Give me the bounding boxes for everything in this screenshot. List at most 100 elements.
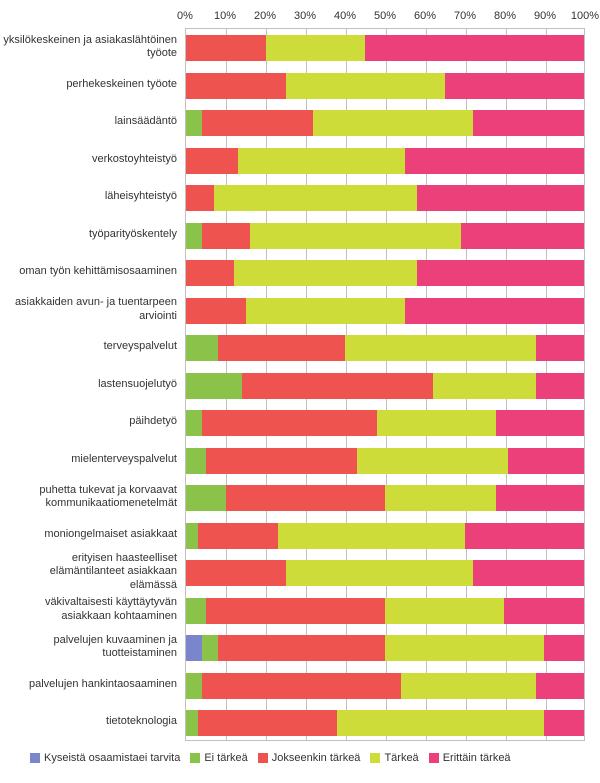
- legend-swatch: [429, 753, 439, 763]
- category-label: moniongelmaiset asiakkaat: [0, 522, 177, 548]
- category-label: päihdetyö: [0, 409, 177, 435]
- bar-segment: [186, 73, 286, 99]
- bar-segment: [206, 448, 357, 474]
- x-tick-label: 80%: [494, 10, 516, 22]
- bar-segment: [313, 110, 472, 136]
- bar-row: [186, 73, 584, 99]
- bar-segment: [445, 73, 584, 99]
- bar-segment: [461, 223, 584, 249]
- bar-segment: [433, 373, 536, 399]
- bar-row: [186, 448, 584, 474]
- bar-segment: [345, 335, 536, 361]
- bar-row: [186, 485, 584, 511]
- bar-segment: [202, 635, 218, 661]
- category-label: väkivaltaisesti käyttäytyvän asiakkaan k…: [0, 597, 177, 623]
- bar-segment: [544, 635, 584, 661]
- legend-swatch: [370, 753, 380, 763]
- bar-segment: [504, 598, 584, 624]
- bar-row: [186, 410, 584, 436]
- bar-segment: [202, 673, 401, 699]
- bar-segment: [186, 523, 198, 549]
- bar-row: [186, 148, 584, 174]
- bar-segment: [496, 485, 584, 511]
- legend-item: Erittäin tärkeä: [429, 752, 511, 764]
- bar-row: [186, 335, 584, 361]
- bar-segment: [473, 560, 584, 586]
- x-tick-label: 100%: [571, 10, 599, 22]
- bar-segment: [286, 73, 445, 99]
- bar-segment: [536, 335, 584, 361]
- legend: Kyseistä osaamistaei tarvita Ei tärkeä Jok…: [30, 752, 590, 764]
- x-tick-label: 30%: [294, 10, 316, 22]
- bar-row: [186, 598, 584, 624]
- bar-segment: [206, 598, 385, 624]
- bar-row: [186, 523, 584, 549]
- bar-segment: [186, 410, 202, 436]
- bar-row: [186, 373, 584, 399]
- bar-segment: [250, 223, 461, 249]
- bar-segment: [214, 185, 417, 211]
- category-label: palvelujen kuvaaminen ja tuotteistaminen: [0, 634, 177, 660]
- bar-row: [186, 560, 584, 586]
- bar-segment: [242, 373, 433, 399]
- bar-segment: [186, 485, 226, 511]
- bar-segment: [186, 185, 214, 211]
- bar-segment: [377, 410, 496, 436]
- bar-row: [186, 710, 584, 736]
- x-tick-label: 90%: [534, 10, 556, 22]
- category-label: tietoteknologia: [0, 709, 177, 735]
- bar-segment: [544, 710, 584, 736]
- legend-item: Tärkeä: [370, 752, 418, 764]
- legend-label: Kyseistä osaamistaei tarvita: [44, 752, 180, 764]
- bar-segment: [401, 673, 536, 699]
- category-label: oman työn kehittämisosaaminen: [0, 259, 177, 285]
- bar-row: [186, 260, 584, 286]
- x-tick-label: 70%: [454, 10, 476, 22]
- bar-segment: [186, 710, 198, 736]
- bar-segment: [202, 410, 377, 436]
- bar-segment: [536, 673, 584, 699]
- chart-container: 0%10%20%30%40%50%60%70%80%90%100% yksilö…: [0, 0, 600, 783]
- bar-segment: [417, 185, 584, 211]
- bar-segment: [202, 223, 250, 249]
- bar-segment: [385, 635, 544, 661]
- bar-segment: [186, 298, 246, 324]
- bar-segment: [357, 448, 508, 474]
- bar-segment: [186, 260, 234, 286]
- bar-segment: [186, 673, 202, 699]
- bar-segment: [385, 598, 504, 624]
- bar-row: [186, 185, 584, 211]
- legend-swatch: [258, 753, 268, 763]
- x-tick-label: 60%: [414, 10, 436, 22]
- x-tick-label: 20%: [254, 10, 276, 22]
- bar-segment: [186, 560, 286, 586]
- bar-segment: [473, 110, 584, 136]
- bar-segment: [405, 148, 584, 174]
- bar-segment: [417, 260, 584, 286]
- bar-row: [186, 35, 584, 61]
- category-label: verkostoyhteistyö: [0, 147, 177, 173]
- bar-segment: [186, 110, 202, 136]
- category-label: yksilökeskeinen ja asiakaslähtöinen työo…: [0, 34, 177, 60]
- category-label: terveyspalvelut: [0, 334, 177, 360]
- bar-segment: [186, 223, 202, 249]
- bar-segment: [186, 635, 202, 661]
- x-tick-label: 50%: [374, 10, 396, 22]
- legend-swatch: [190, 753, 200, 763]
- category-label: palvelujen hankintaosaaminen: [0, 672, 177, 698]
- category-label: lainsäädäntö: [0, 109, 177, 135]
- legend-label: Jokseenkin tärkeä: [272, 752, 361, 764]
- legend-label: Erittäin tärkeä: [443, 752, 511, 764]
- category-label: työparityöskentely: [0, 222, 177, 248]
- legend-item: Ei tärkeä: [190, 752, 247, 764]
- bar-segment: [365, 35, 584, 61]
- bar-segment: [266, 35, 366, 61]
- category-label: perhekeskeinen työote: [0, 72, 177, 98]
- x-tick-label: 10%: [214, 10, 236, 22]
- bar-segment: [218, 635, 385, 661]
- bar-row: [186, 673, 584, 699]
- bar-segment: [536, 373, 584, 399]
- bar-segment: [202, 110, 313, 136]
- bar-segment: [198, 710, 337, 736]
- legend-item: Kyseistä osaamistaei tarvita: [30, 752, 180, 764]
